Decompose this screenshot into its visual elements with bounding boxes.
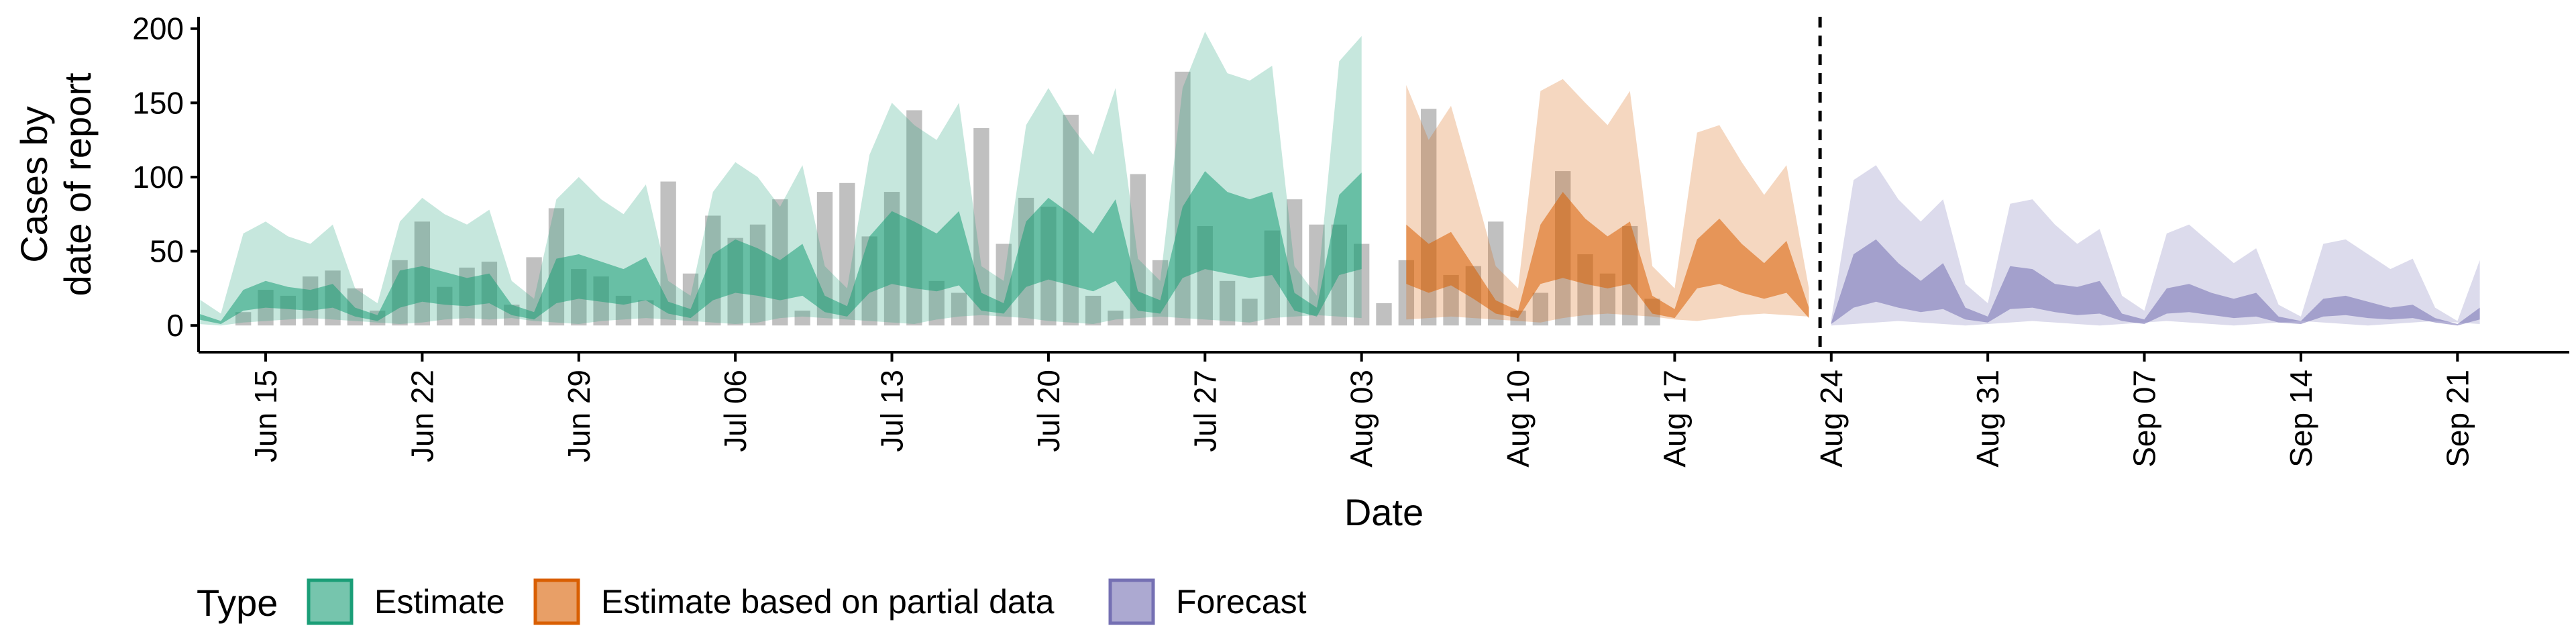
observed-bar <box>1532 292 1549 326</box>
x-axis-ticks: Jun 15 Jun 22 Jun 29 Jul 06 Jul 13 Jul 20 Jul … <box>248 352 2475 468</box>
series-2-inner-band <box>1831 239 2480 326</box>
legend-swatch <box>533 578 580 625</box>
x-tick-label: Aug 03 <box>1344 370 1379 468</box>
x-tick-label: Jul 13 <box>875 370 910 452</box>
x-tick-label: Jun 15 <box>248 370 283 462</box>
observed-bar <box>1108 311 1124 326</box>
y-axis-title-line-2: date of report <box>56 72 99 297</box>
observed-bar <box>951 292 967 326</box>
observed-bar <box>928 280 945 326</box>
y-tick-label: 50 <box>150 234 184 269</box>
x-tick-label: Aug 10 <box>1501 370 1536 468</box>
y-axis-title: Cases by date of report <box>13 72 99 297</box>
legend-swatch <box>1108 578 1155 625</box>
x-tick-label: Jun 22 <box>405 370 439 462</box>
observed-bar <box>638 300 654 326</box>
x-tick-label: Jun 29 <box>561 370 596 462</box>
y-tick-label: 200 <box>132 11 184 46</box>
legend-label: Estimate <box>374 583 505 621</box>
observed-bar <box>839 182 855 326</box>
observed-bar <box>235 312 252 326</box>
y-tick-label: 150 <box>132 85 184 120</box>
y-tick-label: 100 <box>132 160 184 195</box>
series-2-outer-band <box>1831 165 2480 326</box>
x-tick-label: Jul 27 <box>1187 370 1222 452</box>
legend: Type Estimate Estimate based on partial d… <box>197 578 1307 625</box>
x-tick-label: Aug 31 <box>1970 370 2005 468</box>
y-tick-label: 0 <box>166 308 184 343</box>
observed-bar <box>660 181 676 326</box>
axes: 0 50 100 150 200 Jun 15 Jun 22 Jun 29 Jul 06 Jul… <box>132 11 2569 468</box>
x-tick-label: Sep 07 <box>2127 370 2162 468</box>
series-1-inner-band <box>1406 192 1809 319</box>
observed-bar <box>1242 299 1258 326</box>
plot-area <box>199 17 2480 352</box>
observed-bar <box>794 311 810 326</box>
x-tick-label: Sep 14 <box>2284 370 2318 468</box>
x-tick-label: Jul 20 <box>1031 370 1066 452</box>
x-axis-title: Date <box>1344 491 1424 533</box>
y-axis-ticks: 0 50 100 150 200 <box>132 11 199 343</box>
y-axis-title-line-1: Cases by <box>13 106 55 262</box>
x-tick-label: Jul 06 <box>718 370 753 452</box>
legend-swatch <box>307 578 354 625</box>
observed-bar <box>1085 295 1102 326</box>
series-0-inner-band <box>199 171 1362 324</box>
observed-bar <box>1219 280 1236 326</box>
estimate-bands <box>199 32 2480 326</box>
legend-label: Forecast <box>1176 583 1307 621</box>
observed-bar <box>973 127 989 326</box>
legend-label: Estimate based on partial data <box>601 583 1055 621</box>
legend-items: Estimate Estimate based on partial data Fo… <box>307 578 1307 625</box>
x-tick-label: Aug 17 <box>1657 370 1692 468</box>
x-tick-label: Sep 21 <box>2440 370 2475 468</box>
legend-title: Type <box>197 582 278 624</box>
observed-bar <box>1376 303 1392 326</box>
x-tick-label: Aug 24 <box>1814 370 1849 468</box>
